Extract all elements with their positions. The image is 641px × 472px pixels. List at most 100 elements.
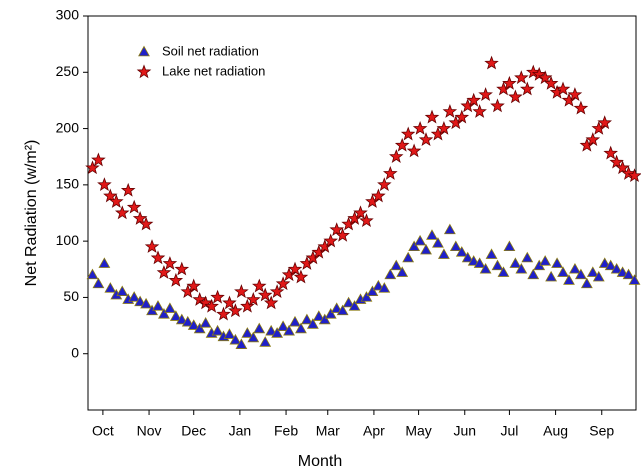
- point: [531, 66, 547, 81]
- point: [265, 324, 278, 336]
- point: [472, 104, 487, 118]
- point: [467, 255, 480, 266]
- point: [241, 327, 254, 338]
- point: [312, 310, 325, 321]
- x-tick-label: Jan: [229, 423, 252, 439]
- point: [134, 295, 147, 307]
- point: [406, 143, 422, 158]
- point: [128, 291, 141, 302]
- point: [396, 266, 409, 277]
- point: [580, 277, 593, 289]
- point: [269, 284, 285, 299]
- y-tick-label: 250: [56, 63, 80, 79]
- point: [335, 227, 350, 242]
- point: [116, 285, 129, 297]
- point: [211, 324, 224, 336]
- point: [253, 322, 266, 334]
- point: [329, 222, 345, 237]
- point: [259, 336, 272, 347]
- point: [247, 331, 260, 343]
- point: [240, 298, 255, 313]
- point: [557, 266, 569, 277]
- point: [223, 328, 236, 339]
- point: [85, 160, 100, 175]
- point: [449, 240, 462, 252]
- point: [120, 182, 136, 197]
- point: [412, 120, 428, 135]
- point: [287, 261, 303, 276]
- point: [187, 319, 200, 330]
- point: [366, 285, 379, 297]
- y-tick-label: 100: [56, 232, 80, 248]
- point: [389, 149, 404, 163]
- point: [539, 255, 552, 266]
- point: [336, 304, 349, 316]
- point: [371, 188, 386, 203]
- point: [186, 278, 202, 293]
- point: [473, 257, 486, 268]
- x-tick-label: Mar: [316, 423, 340, 439]
- point: [621, 165, 636, 180]
- point: [414, 234, 426, 246]
- x-tick-label: Dec: [181, 423, 206, 439]
- point: [181, 315, 194, 327]
- point: [168, 272, 184, 287]
- point: [86, 268, 99, 280]
- point: [192, 292, 208, 306]
- point: [503, 240, 516, 252]
- point: [323, 233, 338, 248]
- point: [210, 289, 225, 304]
- y-axis-label: Net Radiation (w/m²): [23, 140, 40, 287]
- point: [382, 165, 398, 180]
- point: [295, 322, 307, 334]
- point: [525, 64, 541, 79]
- point: [402, 251, 415, 263]
- point: [216, 306, 231, 321]
- point: [437, 248, 450, 259]
- point: [598, 257, 611, 268]
- y-tick-label: 300: [56, 7, 80, 23]
- point: [508, 89, 523, 104]
- point: [114, 205, 130, 220]
- point: [372, 279, 385, 291]
- point: [622, 268, 635, 280]
- point: [277, 320, 289, 331]
- point: [275, 276, 291, 291]
- point: [109, 194, 124, 208]
- x-tick-label: Apr: [363, 423, 385, 439]
- point: [432, 237, 444, 248]
- legend-label: Lake net radiation: [162, 63, 265, 78]
- point: [436, 120, 452, 135]
- legend-marker: [138, 45, 150, 57]
- point: [585, 132, 601, 147]
- point: [251, 278, 267, 293]
- point: [103, 188, 118, 203]
- point: [424, 109, 440, 124]
- point: [193, 322, 206, 334]
- point: [234, 284, 249, 299]
- point: [592, 270, 605, 282]
- point: [573, 100, 589, 115]
- point: [490, 98, 505, 113]
- x-tick-label: Nov: [137, 423, 162, 439]
- point: [150, 250, 166, 265]
- point: [342, 296, 355, 308]
- point: [144, 239, 160, 253]
- plot-frame: [87, 15, 637, 411]
- x-tick-label: Sep: [589, 423, 614, 439]
- y-tick-label: 0: [71, 344, 79, 360]
- x-tick-label: Feb: [274, 423, 298, 439]
- point: [263, 295, 279, 310]
- point: [567, 87, 583, 102]
- point: [228, 303, 243, 318]
- point: [199, 317, 212, 328]
- point: [91, 152, 106, 167]
- legend-marker: [136, 64, 152, 79]
- point: [569, 262, 581, 274]
- point: [461, 251, 474, 263]
- point: [271, 327, 284, 338]
- point: [479, 262, 492, 274]
- point: [138, 216, 154, 231]
- point: [574, 268, 587, 280]
